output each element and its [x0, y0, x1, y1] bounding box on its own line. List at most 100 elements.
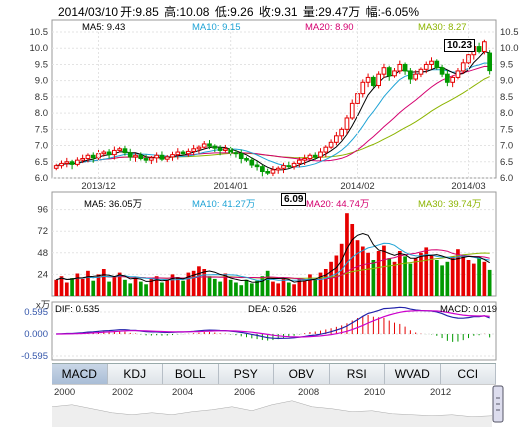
volume-bar-75 [450, 256, 455, 296]
tab-boll[interactable]: BOLL [163, 364, 219, 384]
volume-bar-5 [80, 278, 85, 296]
volume-bar-21 [165, 279, 170, 296]
price-tick-right-9: 10.5 [500, 27, 519, 38]
price-ma20-label: MA20: 8.90 [305, 22, 354, 33]
macd-value-label: MACD: 0.019 [440, 304, 498, 315]
price-tick-right-6: 9.0 [500, 76, 513, 87]
candle-body-16 [138, 154, 144, 160]
tab-macd[interactable]: MACD [52, 364, 108, 384]
volume-bar-67 [408, 263, 413, 296]
volume-bars [54, 213, 492, 296]
timeline-navigator[interactable]: 2000 2002 2004 2006 2008 2010 2012 [51, 384, 496, 427]
volume-bar-59 [366, 252, 370, 296]
header-low: 低:9.26 [214, 5, 254, 19]
candle-body-11 [112, 149, 117, 156]
volume-bar-58 [360, 246, 365, 296]
price-tick-right-7: 9.5 [500, 59, 513, 70]
min-price-annotation: 6.09 [281, 193, 307, 206]
candle-body-12 [117, 148, 123, 151]
timeline-svg [51, 400, 493, 427]
timeline-handle[interactable] [492, 384, 504, 424]
volume-ma20-line [56, 249, 490, 281]
volume-bar-69 [419, 252, 423, 296]
candle-body-64 [392, 70, 397, 77]
candle-body-67 [408, 70, 413, 80]
volume-bar-7 [91, 280, 96, 296]
candle-body-14 [127, 152, 133, 158]
tab-rsi[interactable]: RSI [330, 364, 385, 384]
volume-bar-33 [228, 279, 233, 296]
candle-body-62 [381, 67, 387, 75]
tab-kdj[interactable]: KDJ [108, 364, 163, 384]
candle-body-24 [180, 151, 186, 155]
price-y-axis-right: 6.0 6.5 7.0 7.5 8.0 8.5 9.0 9.5 10.0 10.5 [500, 27, 519, 184]
volume-bar-42 [276, 283, 281, 296]
volume-bar-16 [138, 281, 143, 296]
volume-ma5-label: MA5: 36.05万 [84, 199, 143, 210]
volume-bar-64 [392, 261, 397, 296]
candle-body-18 [149, 157, 154, 161]
price-x-tick-0: 2013/12 [81, 181, 115, 192]
max-price-annotation: 10.23 [444, 39, 476, 52]
volume-bar-26 [191, 270, 196, 296]
macd-dea-line [56, 310, 490, 338]
candle-body-43 [281, 165, 286, 169]
volume-bar-27 [197, 266, 201, 296]
tab-wvad[interactable]: WVAD [385, 364, 441, 384]
candle-body-2 [64, 161, 70, 164]
candle-body-52 [328, 141, 334, 148]
volume-bar-74 [445, 261, 450, 296]
volume-bar-70 [424, 247, 429, 296]
candle-body-22 [170, 154, 175, 158]
volume-bar-13 [123, 279, 127, 296]
volume-bar-6 [86, 270, 90, 296]
volume-bar-11 [112, 277, 117, 296]
candle-body-32 [223, 148, 228, 151]
candle-body-35 [238, 153, 244, 160]
volume-tick-0: 24 [37, 269, 48, 280]
candle-body-34 [233, 152, 239, 155]
price-tick-left-9: 10.5 [30, 27, 49, 38]
volume-bar-79 [471, 263, 476, 296]
candle-body-26 [191, 148, 197, 152]
volume-bar-71 [429, 254, 434, 296]
price-y-axis-left: 6.0 6.5 7.0 7.5 8.0 8.5 9.0 9.5 10.0 10.5 [30, 27, 49, 184]
price-tick-left-6: 9.0 [35, 76, 48, 87]
macd-tick-1: 0.000 [24, 329, 48, 340]
tab-obv[interactable]: OBV [274, 364, 330, 384]
macd-grid [52, 311, 496, 357]
volume-bar-63 [387, 258, 392, 296]
tab-cci[interactable]: CCI [441, 364, 496, 384]
volume-bar-57 [355, 240, 360, 296]
timeline-year-2002: 2002 [112, 387, 134, 398]
macd-y-axis: -0.595 0.000 0.595 [21, 307, 48, 362]
candle-body-3 [69, 161, 75, 165]
volume-bar-41 [271, 281, 275, 296]
candle-body-73 [439, 67, 445, 75]
volume-bar-37 [249, 283, 254, 296]
tab-psy[interactable]: PSY [219, 364, 274, 384]
candle-body-48 [307, 154, 313, 160]
price-grid [52, 31, 496, 179]
price-tick-left-8: 10.0 [30, 43, 49, 54]
price-tick-left-1: 6.5 [35, 157, 48, 168]
volume-bar-44 [286, 282, 291, 296]
volume-bar-29 [207, 276, 212, 296]
volume-bar-55 [345, 213, 349, 296]
price-panel-frame [51, 19, 497, 179]
candle-body-10 [106, 151, 112, 156]
volume-bar-30 [212, 278, 217, 296]
candle-body-58 [360, 81, 366, 95]
volume-ma20-label: MA20: 44.74万 [306, 199, 370, 210]
candle-body-40 [265, 171, 271, 174]
volume-bar-1 [59, 276, 64, 296]
volume-bar-15 [133, 278, 138, 296]
candle-body-56 [349, 102, 355, 119]
volume-bar-24 [181, 280, 185, 296]
volume-bar-45 [292, 284, 296, 296]
candle-body-78 [466, 54, 471, 64]
candle-body-55 [344, 117, 350, 130]
volume-bar-73 [440, 265, 444, 296]
volume-ma10-line [56, 242, 490, 281]
candle-body-49 [312, 154, 318, 158]
